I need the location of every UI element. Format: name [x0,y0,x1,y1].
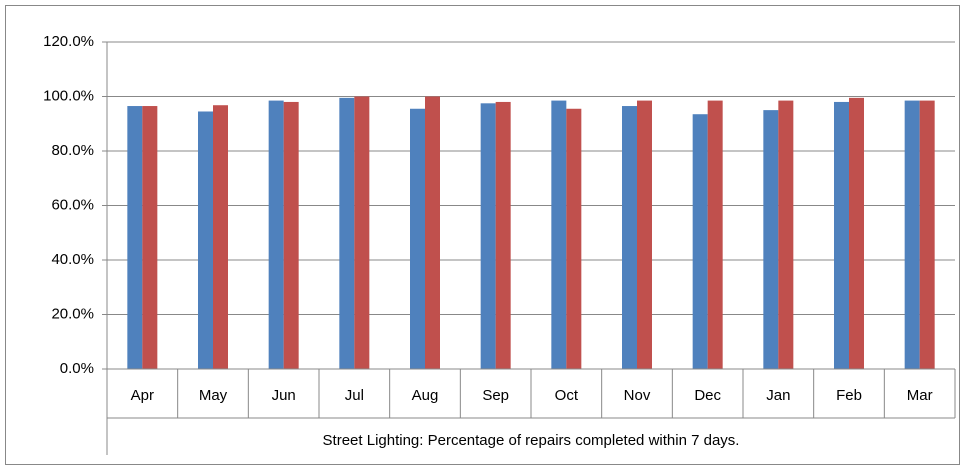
x-tick-label: Jan [766,387,790,404]
bar [213,105,228,369]
bar [268,100,284,370]
bar [622,106,637,369]
bar [551,100,567,370]
bar [354,96,370,369]
bar [849,97,864,370]
bar [127,106,143,369]
bar [919,100,935,370]
x-tick-label: Aug [412,387,439,404]
x-tick-label: Jul [345,387,364,404]
bar [198,111,213,370]
bar [495,101,511,369]
x-tick-label: Feb [836,387,862,404]
bar [707,100,723,370]
x-tick-label: Jun [272,387,296,404]
y-tick-label: 0.0% [60,360,94,377]
bar [339,97,355,370]
bar [834,101,849,369]
bar [778,100,794,370]
y-tick-label: 80.0% [51,142,94,159]
bar [410,108,425,369]
x-tick-label: Sep [482,387,509,404]
bar [692,114,708,370]
x-tick-label: Mar [907,387,933,404]
bar [763,110,779,369]
y-tick-label: 120.0% [43,33,94,50]
bar [480,103,496,369]
bar [425,96,440,369]
y-tick-label: 100.0% [43,87,94,104]
y-tick-label: 60.0% [51,196,94,213]
x-tick-label: Dec [694,387,721,404]
x-tick-label: May [199,387,228,404]
x-axis-label: Street Lighting: Percentage of repairs c… [323,432,740,449]
bar [904,100,920,370]
bar [142,106,158,369]
bar [566,108,582,369]
y-tick-label: 40.0% [51,251,94,268]
bar [283,101,299,369]
bar [637,100,652,370]
x-tick-label: Apr [131,387,154,404]
y-tick-label: 20.0% [51,305,94,322]
x-tick-label: Nov [624,387,651,404]
x-tick-label: Oct [555,387,579,404]
